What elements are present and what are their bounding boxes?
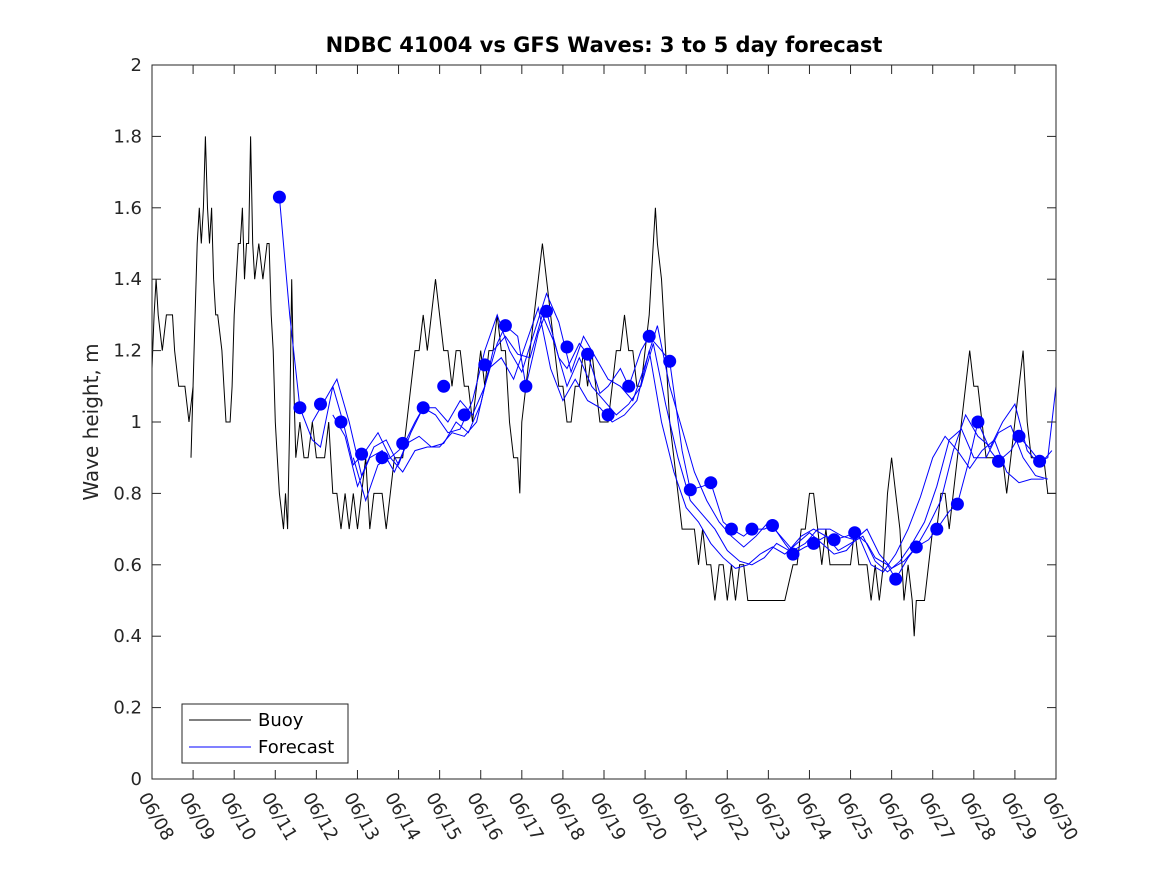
forecast-marker	[950, 497, 964, 511]
forecast-marker	[416, 401, 430, 415]
y-tick-label: 1.4	[113, 269, 142, 290]
forecast-3-series-line	[332, 313, 1048, 573]
forecast-marker	[272, 190, 286, 204]
forecast-2-series-line	[311, 292, 1053, 570]
y-tick-label: 0	[131, 769, 142, 790]
forecast-marker	[786, 547, 800, 561]
forecast-marker	[930, 522, 944, 536]
forecast-marker	[334, 415, 348, 429]
chart-title: NDBC 41004 vs GFS Waves: 3 to 5 day fore…	[326, 33, 883, 57]
forecast-marker	[457, 408, 471, 422]
forecast-marker	[375, 451, 389, 465]
forecast-marker	[909, 540, 923, 554]
forecast-marker	[683, 483, 697, 497]
forecast-marker	[540, 304, 553, 318]
forecast-marker	[766, 519, 779, 532]
forecast-marker	[848, 526, 862, 540]
y-tick-label: 1.2	[113, 341, 142, 362]
forecast-marker	[478, 358, 492, 372]
forecast-marker	[745, 522, 759, 536]
legend-label-buoy: Buoy	[258, 710, 304, 731]
forecast-marker	[622, 379, 636, 393]
marker-layer	[272, 190, 1047, 586]
y-tick-label: 2	[131, 55, 142, 76]
forecast-marker	[581, 347, 595, 361]
forecast-marker	[498, 319, 512, 333]
legend-label-forecast: Forecast	[258, 737, 334, 758]
legend: Buoy Forecast	[181, 703, 349, 764]
forecast-marker	[663, 354, 677, 368]
forecast-marker	[437, 379, 451, 393]
forecast-marker	[971, 415, 985, 429]
forecast-marker	[314, 397, 327, 411]
forecast-marker	[724, 522, 738, 536]
forecast-marker	[992, 454, 1005, 468]
forecast-marker	[889, 572, 903, 586]
forecast-marker	[601, 408, 615, 422]
forecast-marker	[396, 436, 410, 450]
y-tick-label: 0.2	[113, 698, 142, 719]
forecast-marker	[704, 476, 718, 490]
forecast-marker	[827, 533, 841, 547]
y-tick-label: 0.6	[113, 555, 142, 576]
forecast-marker	[642, 329, 656, 343]
forecast-4-series-line	[352, 305, 1044, 573]
forecast-marker	[355, 447, 369, 461]
legend-box	[181, 703, 349, 764]
forecast-marker	[807, 536, 821, 550]
forecast-marker	[1012, 429, 1026, 443]
forecast-marker	[519, 379, 533, 393]
y-axis-label: Wave height, m	[79, 343, 103, 500]
forecast-marker	[1033, 454, 1047, 468]
forecast-marker	[293, 401, 307, 415]
y-tick-label: 0.4	[113, 626, 142, 647]
y-tick-label: 1.8	[113, 126, 142, 147]
y-tick-label: 1.6	[113, 198, 142, 219]
y-tick-label: 0.8	[113, 483, 142, 504]
forecast-marker	[560, 340, 574, 354]
y-tick-label: 1	[131, 412, 142, 433]
